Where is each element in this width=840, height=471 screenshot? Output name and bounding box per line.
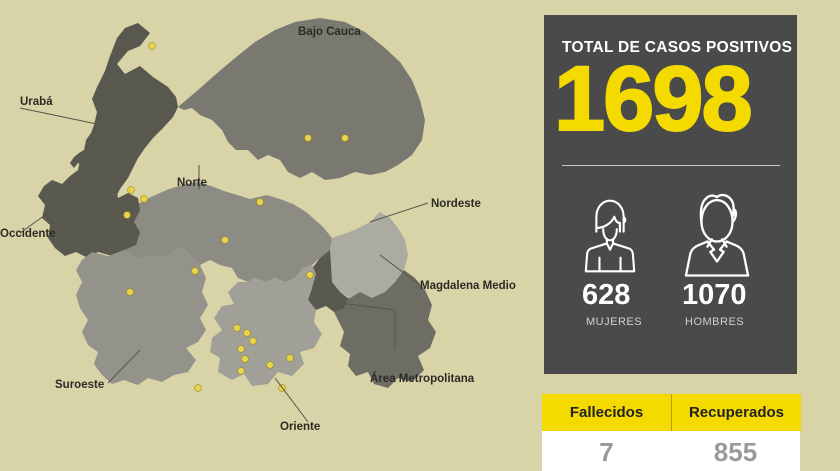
- svg-text:Magdalena Medio: Magdalena Medio: [420, 280, 516, 292]
- svg-text:Occidente: Occidente: [0, 228, 56, 240]
- svg-text:Oriente: Oriente: [280, 421, 320, 433]
- svg-text:Norte: Norte: [177, 177, 207, 189]
- svg-text:Urabá: Urabá: [20, 96, 53, 108]
- svg-text:Bajo Cauca: Bajo Cauca: [298, 26, 361, 38]
- svg-text:Suroeste: Suroeste: [55, 379, 104, 391]
- svg-text:Área Metropolitana: Área Metropolitana: [370, 372, 475, 385]
- svg-text:Nordeste: Nordeste: [431, 198, 481, 210]
